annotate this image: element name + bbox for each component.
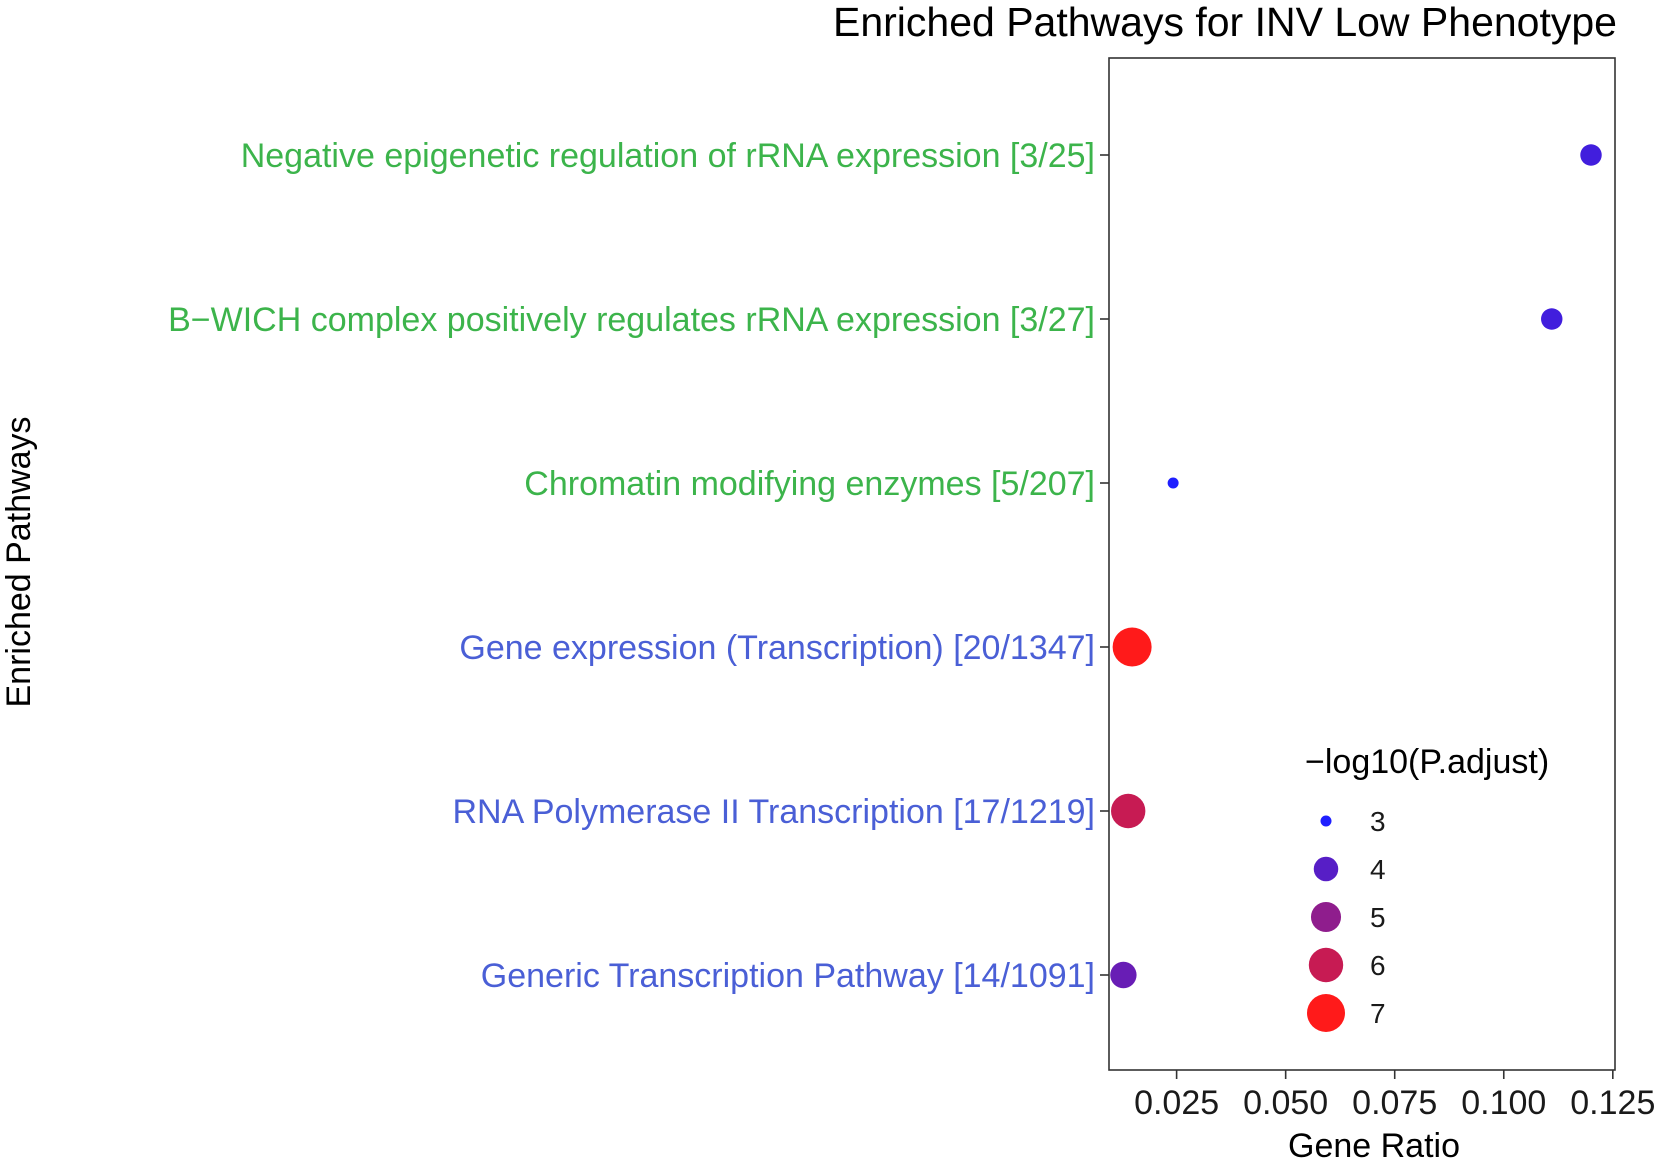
legend-key-label: 7 xyxy=(1370,998,1386,1029)
y-tick-label: RNA Polymerase II Transcription [17/1219… xyxy=(452,793,1095,831)
data-points-layer xyxy=(1110,144,1602,989)
y-tick-label: Chromatin modifying enzymes [5/207] xyxy=(524,465,1095,503)
legend-key-label: 4 xyxy=(1370,854,1386,885)
legend-key-label: 3 xyxy=(1370,806,1386,837)
legend-layer: −log10(P.adjust) 3 4 5 6 7 xyxy=(1305,743,1549,1032)
x-tick-label: 0.075 xyxy=(1352,1084,1437,1122)
y-axis-title: Enriched Pathways xyxy=(0,416,38,707)
data-point xyxy=(1110,961,1137,989)
x-axis-title: Gene Ratio xyxy=(1288,1127,1460,1159)
legend-key-dot xyxy=(1307,994,1345,1032)
legend-title: −log10(P.adjust) xyxy=(1305,743,1549,781)
plot-panel-border xyxy=(1108,57,1616,1071)
data-point xyxy=(1112,627,1152,667)
plot-frame-layer xyxy=(1100,57,1616,1079)
y-tick-label: Generic Transcription Pathway [14/1091] xyxy=(481,957,1095,995)
legend-key-dot xyxy=(1308,947,1344,983)
x-tick-label: 0.050 xyxy=(1243,1084,1328,1122)
x-tick-label: 0.025 xyxy=(1134,1084,1219,1122)
x-tick-label: 0.125 xyxy=(1570,1084,1655,1122)
legend-key-label: 6 xyxy=(1370,950,1386,981)
legend-key-dot xyxy=(1320,815,1332,827)
data-point xyxy=(1167,477,1179,489)
y-tick-label: Gene expression (Transcription) [20/1347… xyxy=(459,629,1095,667)
chart-title: Enriched Pathways for INV Low Phenotype xyxy=(833,0,1617,45)
data-point xyxy=(1111,793,1146,829)
data-point xyxy=(1541,308,1563,330)
data-point xyxy=(1580,144,1602,166)
y-tick-label: B−WICH complex positively regulates rRNA… xyxy=(168,301,1095,339)
y-tick-label: Negative epigenetic regulation of rRNA e… xyxy=(241,137,1095,175)
legend-key-dot xyxy=(1310,901,1342,933)
legend-key-dot xyxy=(1313,856,1339,882)
legend-key-label: 5 xyxy=(1370,902,1386,933)
x-tick-label: 0.100 xyxy=(1461,1084,1546,1122)
